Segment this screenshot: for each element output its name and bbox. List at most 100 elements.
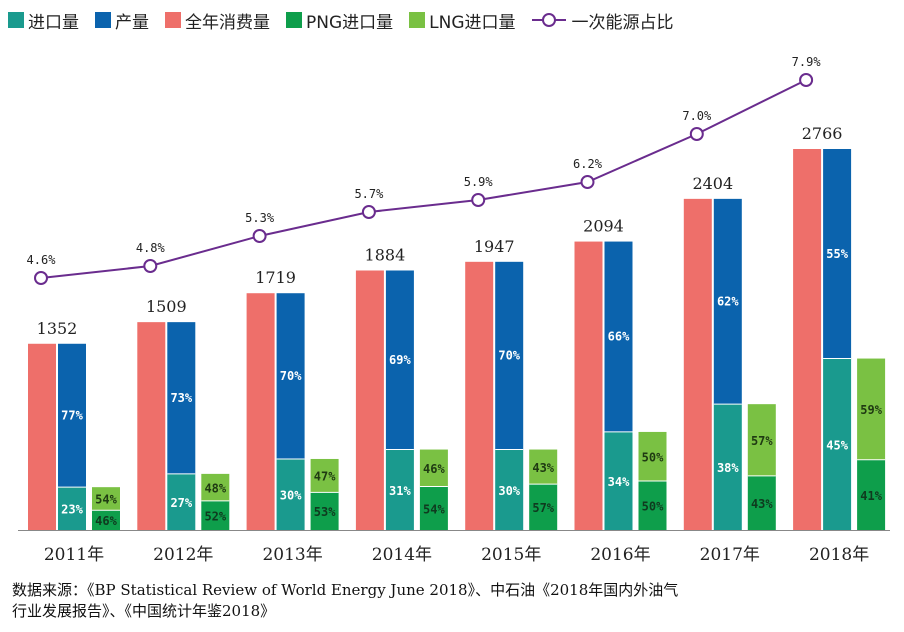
import-bar-segment: [385, 449, 414, 530]
legend-swatch-import: [8, 12, 24, 28]
png-bar-segment: [857, 459, 886, 530]
production-share-label: 66%: [608, 330, 630, 344]
ratio-value-label: 7.0%: [682, 109, 712, 123]
import-bar-segment: [604, 431, 633, 530]
x-tick-label: 2017年: [700, 545, 760, 565]
import-share-label: 45%: [826, 438, 848, 452]
png-bar-segment: [310, 492, 339, 530]
x-tick-label: 2011年: [44, 545, 104, 565]
lng-share-label: 46%: [423, 462, 445, 476]
consumption-bar: [793, 149, 822, 530]
lng-bar-segment: [529, 449, 558, 485]
consumption-value-label: 1719: [255, 268, 296, 287]
png-share-label: 41%: [860, 489, 882, 503]
lng-bar-segment: [857, 358, 886, 460]
import-bar-segment: [276, 458, 305, 530]
png-bar-segment: [529, 484, 558, 530]
production-bar-segment: [276, 293, 305, 459]
legend-swatch-lng: [409, 12, 426, 28]
legend-label-consumption: 全年消费量: [185, 12, 270, 33]
production-bar-segment: [58, 343, 86, 488]
ratio-point: [471, 193, 486, 207]
lng-share-label: 57%: [751, 434, 773, 448]
lng-bar-segment: [638, 431, 667, 481]
import-share-label: 30%: [498, 484, 520, 498]
png-bar-segment: [201, 500, 230, 530]
legend-label-import: 进口量: [28, 12, 79, 33]
x-tick-label: 2016年: [590, 545, 650, 565]
consumption-bar: [355, 270, 384, 530]
import-share-label: 34%: [608, 475, 630, 489]
legend-item-ratio: 一次能源占比: [531, 8, 674, 33]
lng-bar-segment: [92, 487, 120, 511]
lng-share-label: 43%: [532, 461, 554, 475]
consumption-value-label: 2094: [583, 217, 624, 236]
ratio-value-label: 6.2%: [573, 157, 603, 171]
consumption-value-label: 2404: [692, 174, 733, 193]
ratio-point: [252, 229, 267, 243]
legend-swatch-production: [95, 12, 111, 28]
png-share-label: 52%: [204, 509, 226, 523]
production-share-label: 70%: [280, 369, 302, 383]
legend-swatch-consumption: [165, 12, 181, 28]
ratio-value-label: 4.8%: [136, 241, 166, 255]
x-tick-label: 2014年: [372, 545, 432, 565]
lng-bar-segment: [747, 404, 776, 476]
ratio-line: [40, 79, 807, 279]
production-share-label: 70%: [498, 349, 520, 363]
consumption-bar: [683, 198, 712, 530]
source-note: 数据来源：《BP Statistical Review of World Ene…: [12, 580, 897, 622]
lng-bar-segment: [419, 449, 448, 487]
production-share-label: 69%: [389, 353, 411, 367]
production-share-label: 73%: [170, 391, 192, 405]
legend: 进口量 产量 全年消费量 PNG进口量 LNG进口量 一次能源占比: [8, 6, 690, 34]
png-share-label: 54%: [423, 502, 445, 516]
import-share-label: 31%: [389, 484, 411, 498]
legend-label-png: PNG进口量: [306, 12, 394, 33]
ratio-point: [361, 205, 376, 219]
legend-label-lng: LNG进口量: [429, 12, 516, 33]
production-share-label: 55%: [826, 247, 848, 261]
consumption-value-label: 1509: [146, 297, 187, 316]
legend-item-production: 产量: [95, 8, 149, 33]
consumption-value-label: 2766: [802, 124, 843, 143]
import-bar-segment: [823, 358, 852, 530]
import-bar-segment: [167, 473, 196, 530]
ratio-point: [34, 271, 48, 285]
production-bar-segment: [604, 241, 633, 432]
consumption-bar: [28, 343, 56, 530]
ratio-value-label: 5.3%: [245, 211, 275, 225]
png-bar-segment: [747, 475, 776, 530]
consumption-value-label: 1947: [474, 237, 515, 256]
consumption-bar: [137, 322, 166, 530]
production-bar-segment: [385, 270, 414, 450]
legend-item-consumption: 全年消费量: [165, 8, 270, 33]
lng-share-label: 48%: [204, 481, 226, 495]
consumption-bar: [465, 261, 494, 530]
png-share-label: 57%: [532, 501, 554, 515]
ratio-point: [689, 127, 704, 141]
ratio-value-label: 7.9%: [792, 55, 822, 69]
production-bar-segment: [495, 261, 524, 450]
legend-label-production: 产量: [115, 12, 149, 33]
ratio-point: [143, 259, 158, 273]
legend-item-lng: LNG进口量: [409, 8, 516, 33]
lng-share-label: 59%: [860, 403, 882, 417]
source-line-2: 行业发展报告》、《中国统计年鉴2018》: [12, 602, 276, 620]
legend-item-png: PNG进口量: [286, 8, 393, 33]
legend-swatch-png: [286, 12, 302, 28]
production-bar-segment: [167, 322, 196, 474]
import-bar-segment: [495, 449, 524, 530]
x-tick-label: 2013年: [262, 545, 322, 565]
png-bar-segment: [638, 480, 667, 530]
source-line-1: 数据来源：《BP Statistical Review of World Ene…: [12, 581, 679, 599]
png-bar-segment: [92, 510, 120, 530]
png-bar-segment: [419, 486, 448, 530]
production-bar-segment: [823, 149, 852, 359]
ratio-value-label: 5.7%: [354, 187, 384, 201]
legend-label-ratio: 一次能源占比: [571, 12, 674, 33]
lng-share-label: 50%: [642, 450, 664, 464]
png-share-label: 53%: [314, 505, 336, 519]
ratio-point: [799, 73, 814, 87]
